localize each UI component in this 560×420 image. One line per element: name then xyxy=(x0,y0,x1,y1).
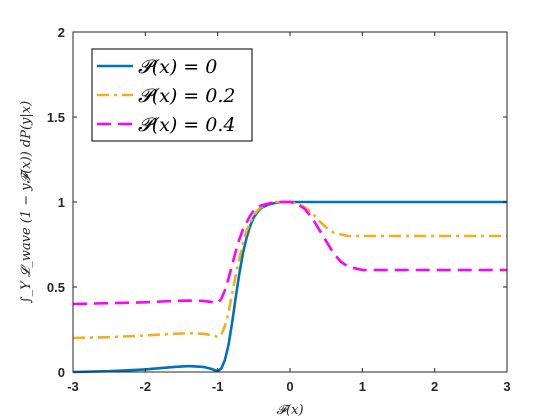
x-tick-label: 0 xyxy=(286,379,293,394)
x-tick-label: -2 xyxy=(140,379,152,394)
x-tick-label: -1 xyxy=(212,379,224,394)
y-axis-label: ∫_Y 𝓛_wave (1 − y𝓕(x)) dP(y|x) xyxy=(19,101,34,303)
y-tick-label: 0 xyxy=(58,365,65,380)
x-tick-label: -3 xyxy=(67,379,79,394)
y-tick-label: 0.5 xyxy=(47,280,65,295)
legend: 𝓟(x) = 0 𝓟(x) = 0.2 𝓟(x) = 0.4 xyxy=(91,48,253,142)
series-line-1 xyxy=(72,200,507,340)
legend-box xyxy=(91,48,253,142)
x-tick-label: 1 xyxy=(359,379,366,394)
y-tick-label: 1 xyxy=(58,195,65,210)
y-tick-label: 1.5 xyxy=(47,110,65,125)
legend-label-series-0: 𝓟(x) = 0 xyxy=(138,56,217,78)
x-axis: -3 -2 -1 0 1 2 3 xyxy=(67,32,511,394)
x-tick-label: 2 xyxy=(431,379,438,394)
series-layer xyxy=(72,200,507,374)
y-tick-label: 2 xyxy=(58,25,65,40)
legend-label-series-1: 𝓟(x) = 0.2 xyxy=(138,85,235,107)
x-axis-label: 𝓕(x) xyxy=(276,403,303,418)
series-line-2 xyxy=(72,200,507,306)
series-line-0 xyxy=(72,200,507,374)
y-axis: 0 0.5 1 1.5 2 xyxy=(47,25,507,380)
legend-label-series-2: 𝓟(x) = 0.4 xyxy=(138,114,235,136)
x-tick-label: 3 xyxy=(503,379,510,394)
